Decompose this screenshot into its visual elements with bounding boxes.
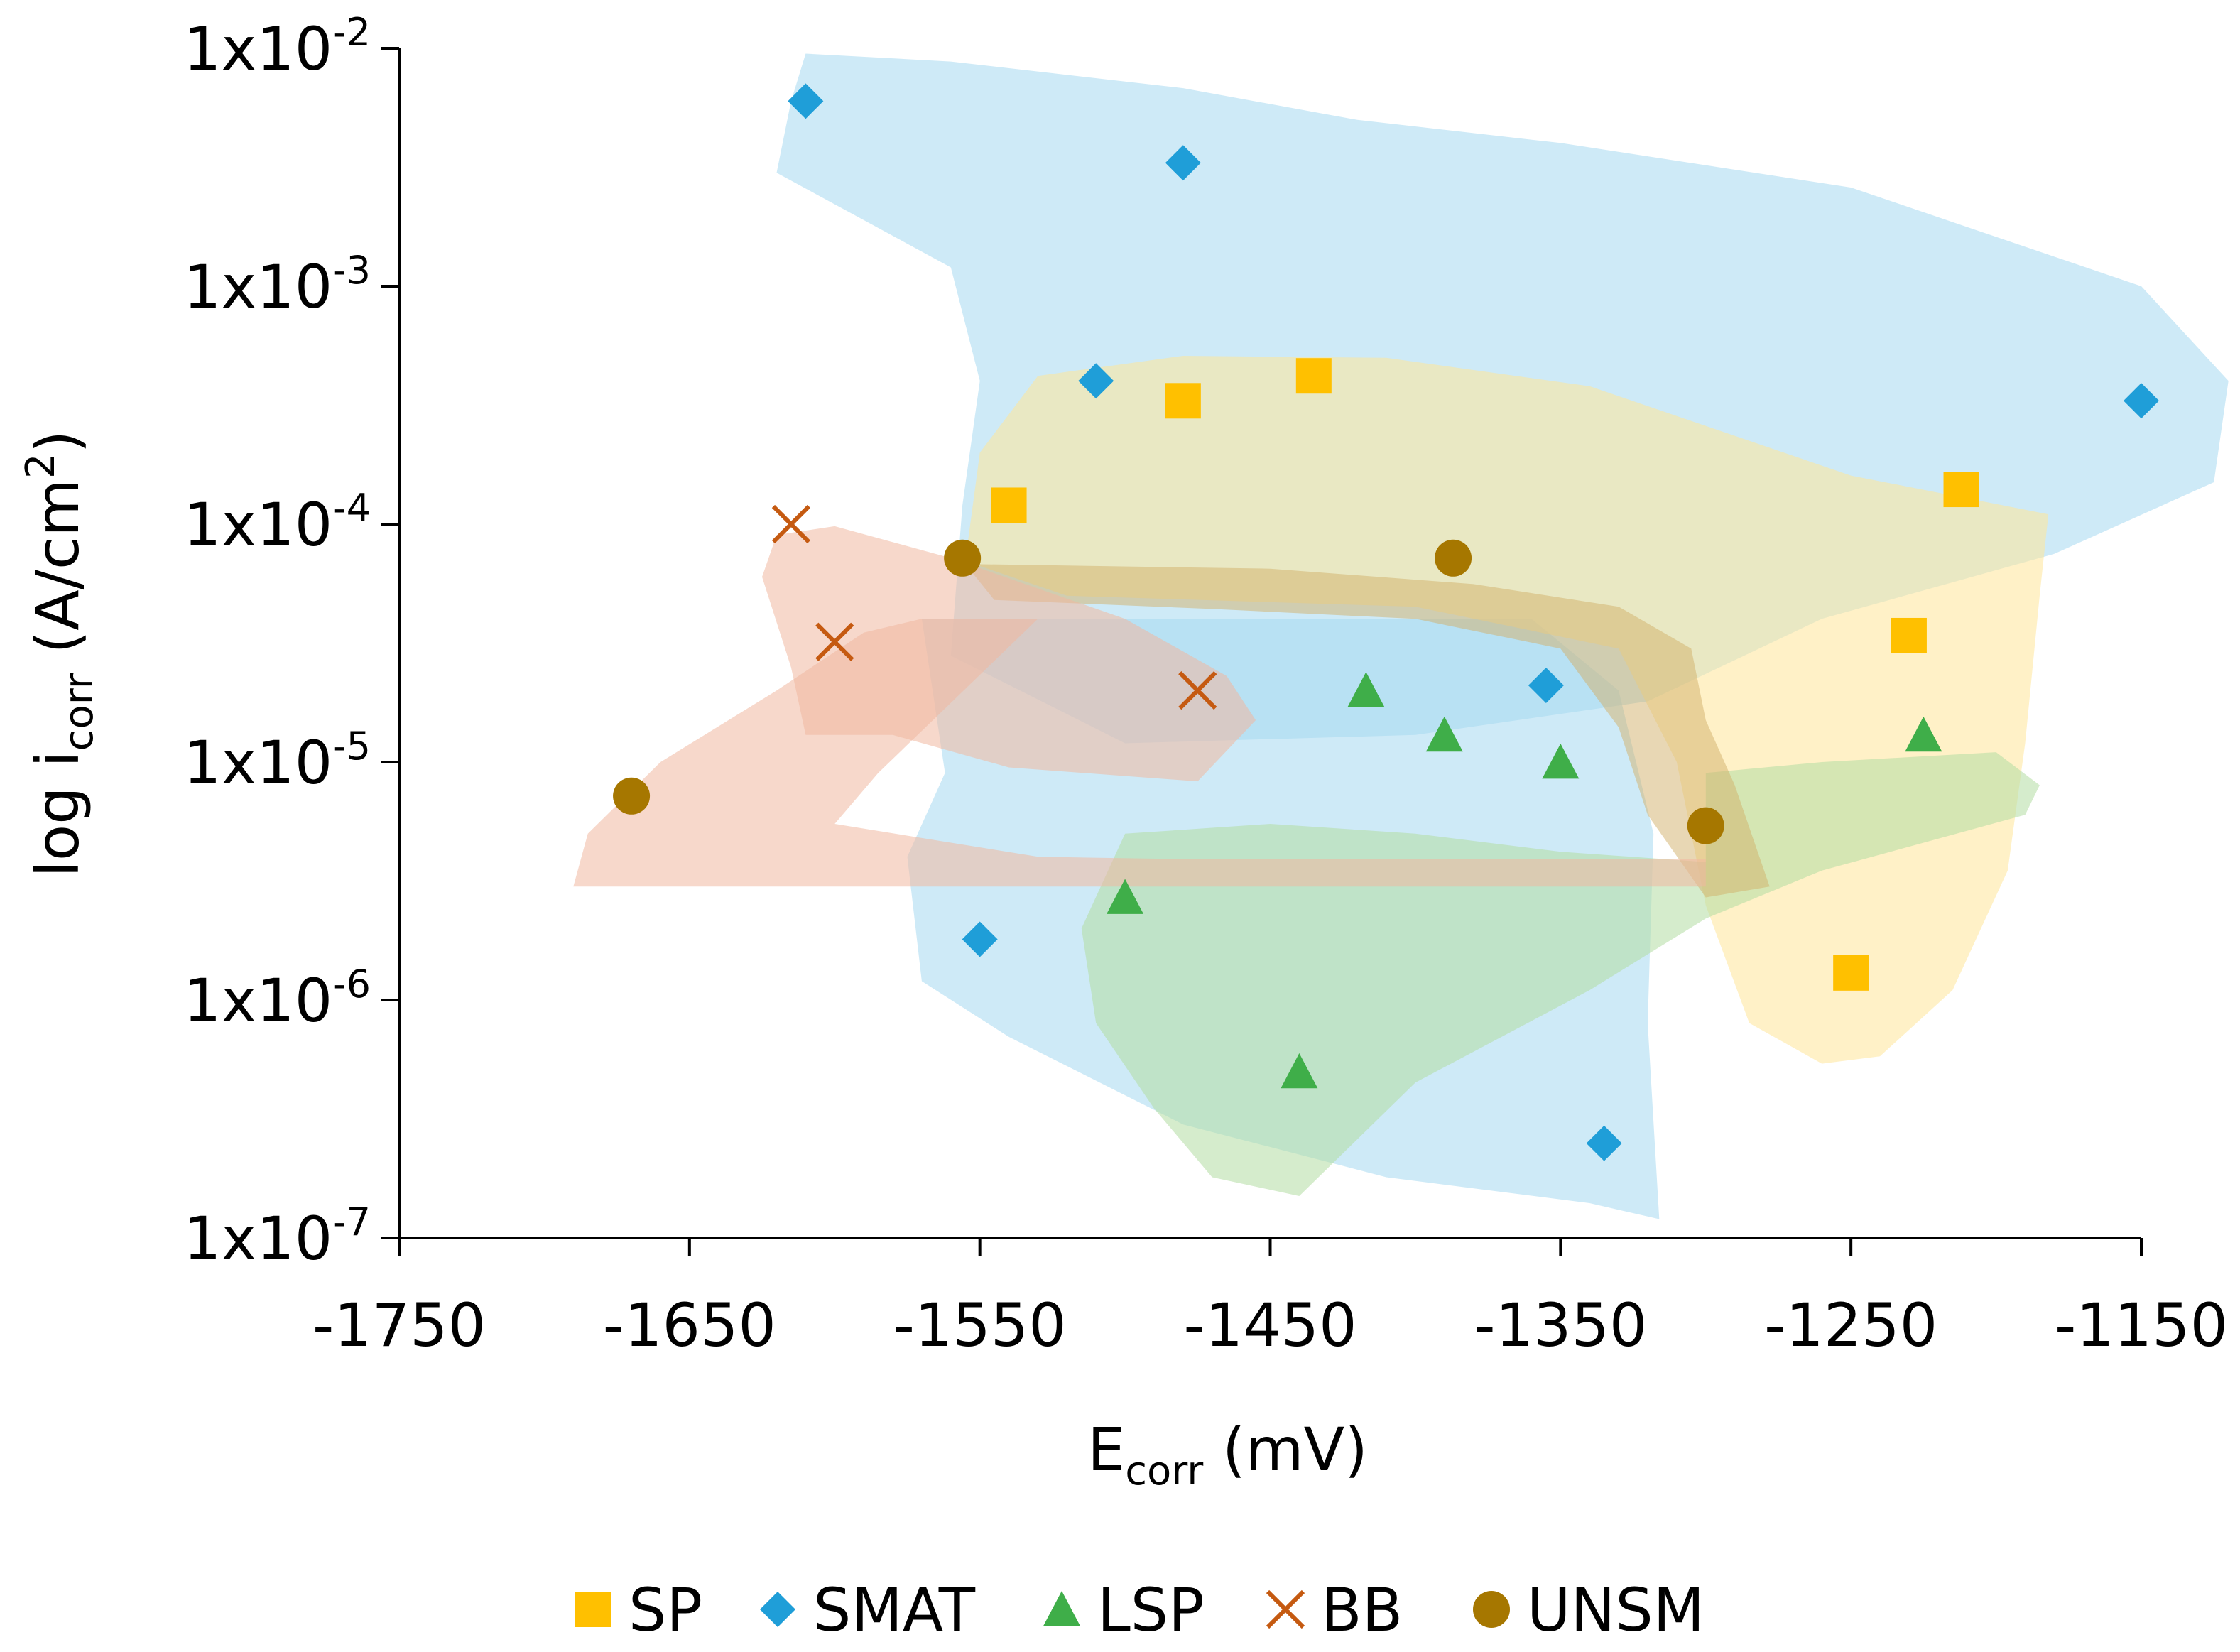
legend-item-smat: SMAT xyxy=(760,1575,976,1645)
point-sp xyxy=(991,487,1027,523)
legend-item-sp: SP xyxy=(575,1575,702,1645)
point-smat xyxy=(1165,145,1201,181)
x-tick-label: -1650 xyxy=(603,1290,776,1360)
y-tick-label: 1x10-4 xyxy=(183,486,371,560)
point-sp xyxy=(1833,955,1869,991)
y-tick-label: 1x10-6 xyxy=(183,962,371,1036)
legend-label: SMAT xyxy=(813,1575,976,1645)
x-axis-label: Ecorr (mV) xyxy=(1087,1415,1368,1494)
legend: SP SMAT LSP BB UNSM xyxy=(575,1575,1705,1645)
point-lsp xyxy=(1347,672,1385,707)
point-unsm xyxy=(1435,539,1472,577)
x-tick-label: -1150 xyxy=(2055,1290,2228,1360)
legend-marker-bb xyxy=(1266,1589,1305,1629)
point-lsp xyxy=(1281,1053,1318,1089)
point-smat xyxy=(1528,668,1564,704)
legend-label: BB xyxy=(1321,1575,1403,1645)
legend-label: SP xyxy=(629,1575,702,1645)
point-sp xyxy=(1295,358,1332,394)
x-tick-label: -1350 xyxy=(1474,1290,1647,1360)
point-smat xyxy=(1586,1125,1622,1161)
point-lsp xyxy=(1107,879,1144,914)
legend-label: UNSM xyxy=(1527,1575,1705,1645)
axis-labels: Ecorr (mV) log icorr (A/cm2) xyxy=(18,430,1368,1494)
y-tick-label: 1x10-7 xyxy=(183,1200,371,1273)
point-unsm xyxy=(1687,807,1724,844)
point-smat xyxy=(2124,383,2159,419)
point-sp xyxy=(1891,617,1927,653)
x-tick-label: -1550 xyxy=(893,1290,1067,1360)
y-axis-label: log icorr (A/cm2) xyxy=(18,430,102,878)
legend-marker-lsp xyxy=(1043,1591,1080,1626)
axes xyxy=(381,47,2143,1256)
point-sp xyxy=(1165,383,1201,419)
legend-marker-sp xyxy=(575,1592,611,1627)
point-bb xyxy=(771,504,811,544)
point-unsm xyxy=(944,539,982,577)
point-lsp xyxy=(1905,716,1942,752)
legend-item-bb: BB xyxy=(1266,1575,1403,1645)
region-unsm-0 xyxy=(965,564,1770,898)
point-smat xyxy=(962,921,998,957)
y-tick-label: 1x10-2 xyxy=(183,10,371,84)
legend-marker-smat xyxy=(760,1592,795,1627)
region-bb-1 xyxy=(573,619,1706,887)
legend-label: LSP xyxy=(1097,1575,1205,1645)
point-bb xyxy=(815,622,854,661)
point-lsp xyxy=(1542,744,1580,779)
point-sp xyxy=(1943,472,1979,508)
point-lsp xyxy=(1425,716,1463,752)
x-tick-label: -1450 xyxy=(1183,1290,1356,1360)
point-bb xyxy=(1178,671,1217,710)
legend-item-lsp: LSP xyxy=(1043,1575,1205,1645)
point-unsm xyxy=(613,777,651,815)
x-tick-label: -1750 xyxy=(312,1290,486,1360)
point-smat xyxy=(788,83,824,119)
y-tick-label: 1x10-3 xyxy=(183,248,371,322)
legend-item-unsm: UNSM xyxy=(1473,1575,1705,1645)
x-tick-label: -1250 xyxy=(1764,1290,1937,1360)
legend-marker-unsm xyxy=(1473,1591,1510,1628)
tick-labels: 1x10-2 1x10-3 1x10-4 1x10-5 1x10-6 1x10-7 -175… xyxy=(183,10,2228,1360)
y-tick-label: 1x10-5 xyxy=(183,724,371,798)
point-smat xyxy=(1078,363,1114,399)
data-points xyxy=(613,83,2159,1161)
shaded-regions xyxy=(573,53,2229,1219)
